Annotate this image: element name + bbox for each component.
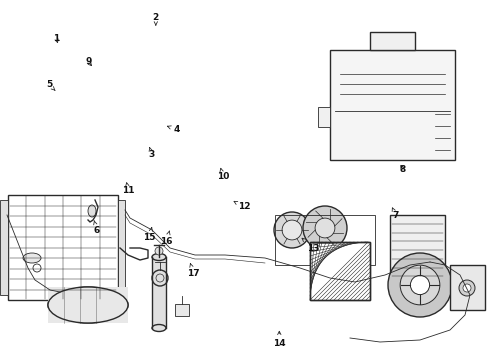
Text: 5: 5 [46, 80, 55, 90]
Text: 11: 11 [122, 183, 135, 195]
Circle shape [400, 265, 440, 305]
Ellipse shape [152, 324, 166, 332]
Bar [310, 242, 370, 300]
Text: 4: 4 [168, 125, 180, 134]
Ellipse shape [152, 253, 166, 261]
Bar [175, 304, 189, 316]
Circle shape [155, 247, 163, 255]
Text: 12: 12 [234, 201, 250, 211]
Text: 8: 8 [400, 165, 406, 174]
Bar [0, 200, 8, 295]
Bar [330, 50, 455, 160]
Text: 9: 9 [85, 57, 92, 66]
Text: 16: 16 [160, 231, 173, 246]
Circle shape [463, 284, 471, 292]
Bar [48, 287, 128, 323]
Text: 17: 17 [187, 264, 200, 278]
Bar [275, 215, 375, 265]
Bar [450, 265, 485, 310]
Text: 2: 2 [153, 13, 159, 25]
Circle shape [274, 212, 310, 248]
Bar [370, 32, 415, 50]
Text: 14: 14 [273, 331, 286, 348]
Circle shape [459, 280, 475, 296]
Bar [318, 107, 330, 127]
Circle shape [388, 253, 452, 317]
Text: 10: 10 [217, 168, 229, 181]
Circle shape [411, 275, 430, 294]
Circle shape [315, 218, 335, 238]
Ellipse shape [23, 253, 41, 263]
Text: 1: 1 [53, 34, 59, 43]
Ellipse shape [88, 205, 96, 217]
Text: 7: 7 [392, 208, 399, 220]
Bar [152, 257, 166, 328]
Ellipse shape [48, 287, 128, 323]
Bar [390, 215, 445, 285]
Circle shape [152, 270, 168, 286]
Text: 6: 6 [94, 220, 100, 235]
Bar [118, 200, 125, 295]
Circle shape [303, 206, 347, 250]
Circle shape [33, 264, 41, 272]
Text: 3: 3 [149, 147, 155, 159]
Text: 13: 13 [302, 238, 320, 253]
Bar [310, 242, 370, 300]
Text: 15: 15 [143, 228, 156, 242]
Circle shape [282, 220, 302, 240]
Bar [8, 195, 118, 300]
